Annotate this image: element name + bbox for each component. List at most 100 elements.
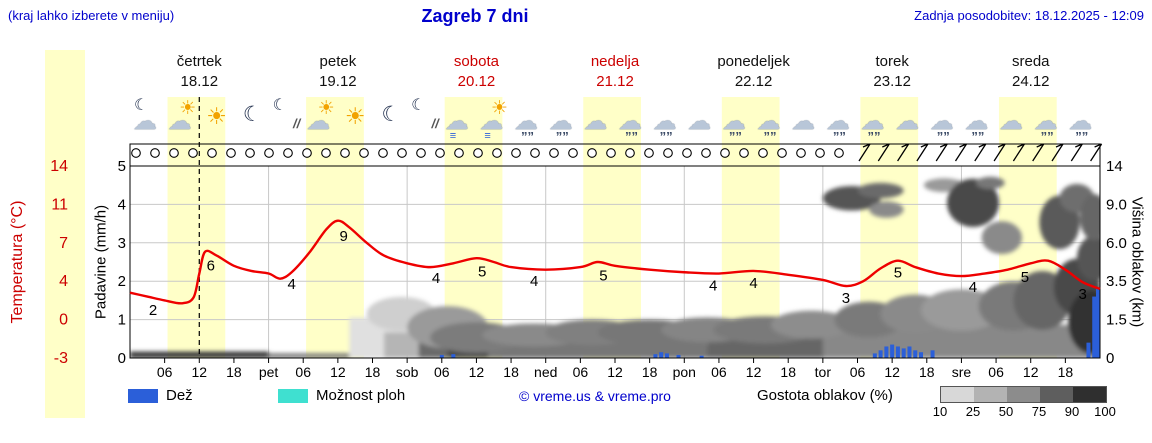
svg-text:0: 0 <box>59 312 68 329</box>
moon-icon: ☾ <box>134 97 149 114</box>
sun-icon: ☀ <box>491 98 509 119</box>
svg-text:12: 12 <box>330 364 346 380</box>
weather-icon: ☁”” <box>615 98 650 144</box>
cloud-icon: ☁ <box>167 108 192 135</box>
svg-text:1: 1 <box>118 312 126 329</box>
wind-icon: // <box>431 116 439 131</box>
svg-text:14: 14 <box>1106 158 1123 175</box>
precip-tick-labels: 5 4 3 2 1 0 <box>118 158 126 367</box>
svg-text:1.5: 1.5 <box>1106 312 1127 329</box>
svg-text:12: 12 <box>607 364 623 380</box>
svg-text:4: 4 <box>530 273 538 290</box>
svg-text:06: 06 <box>295 364 311 380</box>
weather-icon: ☁”” <box>650 98 685 144</box>
svg-text:9.0: 9.0 <box>1106 196 1127 213</box>
weather-icon: ☀ ☁ <box>165 98 200 142</box>
svg-text:5: 5 <box>478 263 486 280</box>
weather-icon: ☁”” <box>719 98 754 144</box>
drizzle-icon: ”” <box>971 129 985 144</box>
svg-text:sre: sre <box>952 364 972 380</box>
cloud-icon: ☁ <box>1033 108 1058 135</box>
svg-text:9: 9 <box>339 228 347 245</box>
x-axis-labels: 06 12 18 pet 06 12 18 sob 06 12 18 ned 06 12 18 pon 06 12… <box>157 358 1074 380</box>
showers-legend-label: Možnost ploh <box>316 387 406 404</box>
svg-text:0: 0 <box>118 350 126 367</box>
day-date: 22.12 <box>734 73 773 90</box>
left-axis-strip <box>45 50 85 418</box>
svg-text:18: 18 <box>780 364 796 380</box>
density-swatch <box>1073 387 1106 402</box>
cloud-icon: ☁ <box>514 108 539 135</box>
weather-icon: ☾ <box>372 98 407 142</box>
day-name: četrtek <box>176 53 222 70</box>
weather-icon: ☁”” <box>754 98 789 144</box>
weather-icon: ☁”” <box>857 98 892 144</box>
svg-text:12: 12 <box>884 364 900 380</box>
weather-icon: ☁ <box>788 98 823 142</box>
page-title: Zagreb 7 dni <box>421 6 529 26</box>
day-header-torek: torek 23.12 <box>823 52 962 94</box>
svg-text:12: 12 <box>469 364 485 380</box>
weather-icon: ☁ <box>892 98 927 142</box>
cloud-icon: ☁ <box>617 108 642 135</box>
weather-icon: ☁ ≡ <box>442 98 477 142</box>
svg-text:ned: ned <box>534 364 557 380</box>
day-name: torek <box>875 53 909 70</box>
density-tick: 10 <box>932 404 948 419</box>
cloud-icon: ☁ <box>860 108 885 135</box>
svg-text:18: 18 <box>642 364 658 380</box>
rain-icon: ≡ <box>484 130 492 142</box>
svg-text:06: 06 <box>711 364 727 380</box>
last-update: Zadnja posodobitev: 18.12.2025 - 12:09 <box>914 8 1144 23</box>
svg-text:4: 4 <box>59 273 68 290</box>
svg-text:5: 5 <box>599 267 607 284</box>
svg-text:sob: sob <box>396 364 419 380</box>
svg-text:3: 3 <box>842 290 850 307</box>
day-date: 24.12 <box>1011 73 1050 90</box>
temperature-line <box>129 219 1101 305</box>
svg-text:4: 4 <box>969 279 977 296</box>
moon-icon: ☾ <box>242 103 262 126</box>
cloud-height-axis-label: Višina oblakov (km) <box>1128 196 1146 328</box>
svg-text:5: 5 <box>1021 269 1029 286</box>
day-date: 18.12 <box>180 73 219 90</box>
cloud-density-legend-label: Gostota oblakov (%) <box>757 387 893 404</box>
cloud-icon: ☁ <box>964 108 989 135</box>
svg-text:5: 5 <box>894 265 902 282</box>
svg-text:18: 18 <box>226 364 242 380</box>
drizzle-icon: ”” <box>1075 129 1089 144</box>
cloud-icon: ☁ <box>479 108 504 135</box>
weather-icon: ☀ ☁ <box>303 98 338 142</box>
svg-text:18: 18 <box>1058 364 1074 380</box>
svg-text:5: 5 <box>118 158 126 175</box>
cloud-icon: ☁ <box>825 108 850 135</box>
copyright-link[interactable]: © vreme.us & vreme.pro <box>519 388 671 404</box>
day-header-petek: petek 19.12 <box>269 52 408 94</box>
drizzle-icon: ”” <box>867 129 881 144</box>
drizzle-icon: ”” <box>832 129 846 144</box>
svg-text:pon: pon <box>673 364 696 380</box>
svg-text:4: 4 <box>432 270 440 287</box>
weather-icon: ☾ <box>234 98 269 142</box>
drizzle-icon: ”” <box>1040 129 1054 144</box>
svg-text:06: 06 <box>157 364 173 380</box>
day-header-četrtek: četrtek 18.12 <box>130 52 269 94</box>
day-header-sobota: sobota 20.12 <box>407 52 546 94</box>
svg-text:-3: -3 <box>54 350 68 367</box>
svg-text:06: 06 <box>573 364 589 380</box>
weather-icon: ☁”” <box>546 98 581 144</box>
svg-text:06: 06 <box>434 364 450 380</box>
moon-icon: ☾ <box>411 97 426 114</box>
cloud-density-scale-ticks: 10 25 50 75 90 100 <box>933 404 1120 420</box>
weather-icon: ☁ <box>580 98 615 142</box>
svg-text:3: 3 <box>118 235 126 252</box>
cloud-density-scale <box>940 386 1107 403</box>
cloud-icon: ☁ <box>444 108 469 135</box>
weather-icons-row: ☾ ☁ ☀ ☁ ☀ ☾ ☾//☀ ☁ ☀ ☾ ☾//☁ ≡ ☀ ☁ ≡ ☁”” ☁”” ☁ ☁”” ☁”” ☁ ☁”” ☁”… <box>130 97 1100 144</box>
showers-legend-swatch <box>278 389 308 403</box>
weather-icon: ☁”” <box>1065 98 1100 144</box>
cloud-icon: ☁ <box>999 108 1024 135</box>
cloud-icon: ☁ <box>1068 108 1093 135</box>
